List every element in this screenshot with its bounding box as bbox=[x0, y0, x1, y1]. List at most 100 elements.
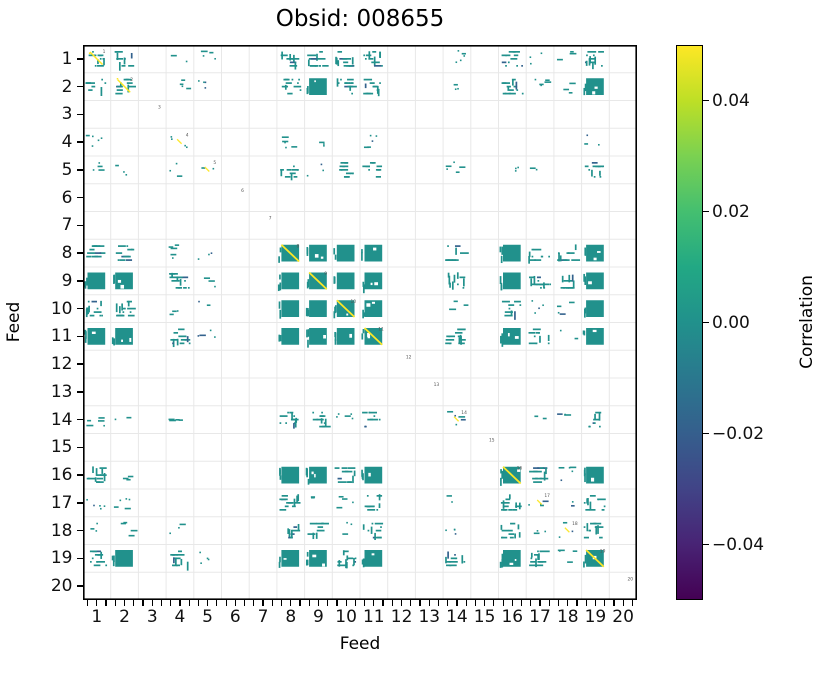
y-tick-label: 7 bbox=[61, 215, 73, 236]
y-tick-label: 12 bbox=[50, 354, 73, 375]
x-tick-label: 10 bbox=[335, 607, 357, 627]
heatmap-marks bbox=[84, 50, 606, 571]
x-tick bbox=[530, 600, 532, 606]
colorbar-tick bbox=[703, 432, 709, 435]
x-tick bbox=[243, 600, 246, 606]
x-tick bbox=[364, 600, 366, 606]
x-tick bbox=[262, 600, 264, 606]
colorbar-tick-label: 0.00 bbox=[712, 312, 750, 333]
x-tick bbox=[567, 600, 569, 606]
y-tick bbox=[76, 224, 83, 227]
x-tick bbox=[594, 600, 597, 606]
x-tick bbox=[96, 600, 98, 606]
x-tick bbox=[511, 600, 513, 606]
x-tick bbox=[336, 600, 338, 606]
x-tick bbox=[585, 600, 587, 606]
x-tick bbox=[299, 600, 301, 606]
y-tick-label: 20 bbox=[50, 576, 73, 597]
x-tick bbox=[253, 600, 255, 606]
diagonal-feed-number: 18 bbox=[572, 521, 578, 527]
y-tick bbox=[76, 335, 83, 338]
x-tick bbox=[419, 600, 421, 606]
y-tick-label: 19 bbox=[50, 548, 73, 569]
diagonal-feed-number: 19 bbox=[600, 549, 606, 555]
x-tick-label: 12 bbox=[390, 607, 413, 627]
x-tick bbox=[280, 600, 283, 606]
colorbar bbox=[676, 45, 703, 600]
x-tick bbox=[271, 600, 273, 606]
diagonal-feed-number: 13 bbox=[434, 382, 440, 388]
x-tick bbox=[410, 600, 412, 606]
diagonal-feed-number: 17 bbox=[544, 493, 550, 499]
grid-lines bbox=[83, 45, 637, 600]
y-axis-label: Feed bbox=[4, 301, 24, 343]
x-tick bbox=[474, 600, 477, 606]
x-tick-label: 16 bbox=[501, 607, 524, 627]
diagonal-feed-number: 12 bbox=[406, 354, 412, 360]
x-tick bbox=[484, 600, 486, 606]
y-tick-label: 16 bbox=[50, 465, 73, 486]
x-tick bbox=[631, 600, 633, 606]
colorbar-tick-label: −0.04 bbox=[712, 534, 765, 555]
colorbar-tick-label: 0.02 bbox=[712, 201, 750, 222]
x-tick bbox=[105, 600, 107, 606]
x-tick bbox=[520, 600, 523, 606]
y-tick bbox=[76, 363, 83, 365]
y-tick bbox=[76, 418, 83, 421]
plot-area: 1 2 3 4 5 6 7 8 9 10 11 12 13 14 15 16 17 18 19 20 bbox=[83, 45, 637, 600]
y-tick-label: 13 bbox=[50, 381, 73, 402]
x-tick bbox=[188, 600, 190, 606]
x-tick bbox=[548, 600, 550, 606]
y-tick-label: 11 bbox=[50, 326, 73, 347]
x-tick bbox=[308, 600, 310, 606]
diagonal-feed-number: 15 bbox=[489, 438, 495, 444]
diagonal-feed-number: 8 bbox=[297, 243, 300, 249]
diagonal-feed-number: 11 bbox=[378, 327, 384, 333]
y-tick-label: 4 bbox=[61, 132, 73, 153]
x-tick bbox=[465, 600, 467, 606]
x-tick bbox=[114, 600, 116, 606]
x-tick bbox=[391, 600, 393, 606]
x-tick-label: 1 bbox=[91, 607, 103, 627]
y-tick-label: 6 bbox=[61, 187, 73, 208]
plot-frame bbox=[83, 45, 637, 600]
y-tick bbox=[76, 557, 83, 560]
colorbar-tick bbox=[703, 99, 709, 102]
x-tick-label: 8 bbox=[285, 607, 297, 627]
colorbar-tick bbox=[703, 321, 709, 324]
x-tick-label: 4 bbox=[174, 607, 186, 627]
y-tick bbox=[76, 529, 83, 532]
diagonal-feed-number: 16 bbox=[517, 465, 523, 471]
x-tick-label: 9 bbox=[312, 607, 324, 627]
y-tick-label: 8 bbox=[61, 243, 73, 264]
x-tick bbox=[613, 600, 615, 606]
y-tick-label: 10 bbox=[50, 298, 73, 319]
x-tick-label: 19 bbox=[584, 607, 607, 627]
x-tick bbox=[197, 600, 200, 606]
x-tick-label: 5 bbox=[202, 607, 213, 627]
x-tick-label: 18 bbox=[556, 607, 579, 627]
diagonal-feed-number: 4 bbox=[186, 132, 189, 138]
x-tick bbox=[207, 600, 209, 606]
x-tick bbox=[87, 600, 89, 606]
diagonal-feed-number: 9 bbox=[324, 271, 327, 277]
colorbar-label: Correlation bbox=[797, 275, 817, 369]
x-tick bbox=[576, 600, 578, 606]
x-tick-label: 14 bbox=[446, 607, 468, 627]
diagonal-feed-number: 1 bbox=[103, 49, 106, 55]
y-tick bbox=[76, 474, 83, 476]
x-tick bbox=[493, 600, 495, 606]
y-tick bbox=[76, 141, 83, 143]
y-tick-label: 1 bbox=[61, 48, 73, 69]
y-tick-label: 2 bbox=[61, 76, 73, 97]
x-tick bbox=[373, 600, 375, 606]
y-tick bbox=[76, 585, 83, 587]
y-tick bbox=[76, 252, 83, 254]
x-tick bbox=[317, 600, 320, 606]
y-tick-label: 5 bbox=[61, 159, 73, 180]
colorbar-tick-label: 0.04 bbox=[712, 90, 750, 111]
x-tick bbox=[225, 600, 227, 606]
x-tick bbox=[456, 600, 458, 606]
